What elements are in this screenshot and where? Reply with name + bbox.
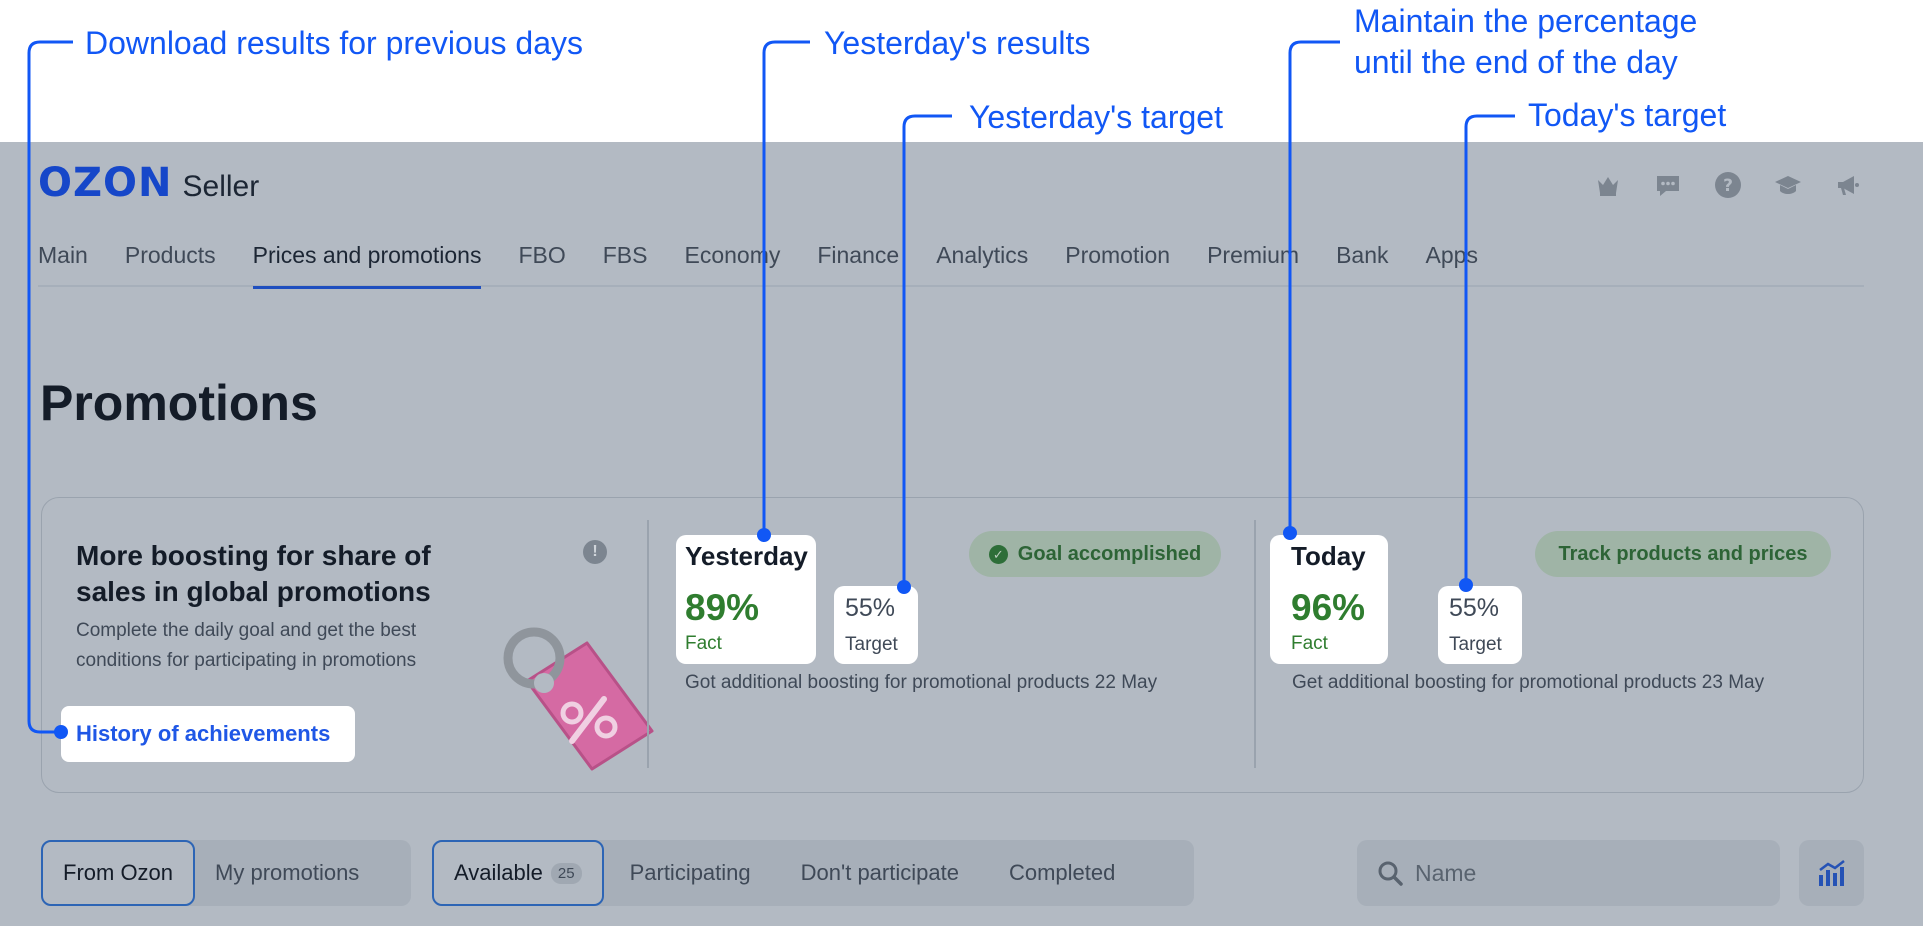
today-target-value: 55%	[1449, 594, 1500, 622]
bar-chart-icon	[1818, 860, 1845, 886]
track-products-button[interactable]: Track products and prices	[1535, 531, 1831, 577]
analytics-chart-button[interactable]	[1799, 840, 1864, 906]
logo-product: Seller	[182, 170, 260, 203]
nav-item-products[interactable]: Products	[124, 242, 216, 268]
today-title: Today	[1291, 541, 1366, 571]
header-icons: ?	[1593, 170, 1863, 200]
yesterday-target-value: 55%	[845, 594, 896, 622]
tab-from-ozon[interactable]: From Ozon	[41, 840, 196, 906]
goal-status-text: Goal accomplished	[1017, 542, 1202, 565]
card-divider-left	[647, 520, 649, 768]
today-fact-box: Today 96% Fact	[1270, 535, 1388, 664]
tab-my-promotions[interactable]: My promotions	[215, 860, 360, 885]
seller-screenshot: OZON Seller ? Main Products Prices and p…	[0, 142, 1923, 926]
source-tabs: From Ozon My promotions	[41, 840, 411, 906]
tab-dont-participate[interactable]: Don't participate	[800, 860, 959, 885]
today-target-label: Target	[1449, 634, 1502, 655]
nav-item-fbo[interactable]: FBO	[518, 242, 566, 268]
nav-item-bank[interactable]: Bank	[1336, 242, 1389, 268]
ozon-seller-logo[interactable]: OZON Seller	[38, 160, 259, 206]
yesterday-target-label: Target	[845, 634, 898, 655]
yesterday-note: Got additional boosting for promotional …	[685, 672, 1158, 693]
nav-item-promotion[interactable]: Promotion	[1065, 242, 1171, 268]
announcement-icon[interactable]	[1833, 170, 1863, 200]
annotation-maintain-line2: until the end of the day	[1354, 44, 1678, 80]
education-icon[interactable]	[1773, 170, 1803, 200]
tab-available-label: Available	[454, 860, 543, 885]
nav-item-prices-and-promotions[interactable]: Prices and promotions	[252, 242, 481, 289]
annotation-today-target: Today's target	[1528, 97, 1727, 133]
page-title: Promotions	[40, 375, 318, 431]
info-icon[interactable]: !	[583, 540, 607, 564]
nav-item-apps[interactable]: Apps	[1425, 242, 1478, 268]
annotation-yesterday-results: Yesterday's results	[824, 25, 1091, 61]
nav-item-finance[interactable]: Finance	[817, 242, 900, 268]
nav-item-fbs[interactable]: FBS	[602, 242, 648, 268]
tab-available[interactable]: Available 25	[432, 840, 604, 906]
boost-card-description: Complete the daily goal and get the best…	[76, 620, 417, 671]
goal-accomplished-badge: ✓ Goal accomplished	[969, 531, 1221, 577]
help-icon[interactable]: ?	[1713, 170, 1743, 200]
nav-item-economy[interactable]: Economy	[684, 242, 781, 268]
search-input[interactable]	[1415, 859, 1755, 887]
today-note: Get additional boosting for promotional …	[1292, 672, 1765, 693]
yesterday-title: Yesterday	[685, 541, 808, 571]
search-box	[1357, 840, 1780, 906]
boost-card: More boosting for share of sales in glob…	[41, 497, 1864, 793]
search-icon	[1378, 861, 1403, 886]
status-tabs: Available 25 Participating Don't partici…	[432, 840, 1194, 906]
svg-text:?: ?	[1723, 176, 1733, 196]
price-tag-illustration	[503, 627, 654, 771]
crown-icon[interactable]	[1593, 170, 1623, 200]
annotation-maintain-line1: Maintain the percentage	[1354, 3, 1698, 39]
today-fact-value: 96%	[1291, 587, 1366, 628]
tab-participating[interactable]: Participating	[629, 860, 751, 885]
history-of-achievements-link[interactable]: History of achievements	[61, 706, 355, 762]
yesterday-fact-value: 89%	[685, 587, 760, 628]
today-target-box: 55% Target	[1438, 586, 1522, 664]
annotation-download-results: Download results for previous days	[85, 25, 584, 61]
tab-completed[interactable]: Completed	[1008, 860, 1116, 885]
card-divider-right	[1254, 520, 1256, 768]
nav-item-main[interactable]: Main	[38, 242, 88, 268]
available-count-badge: 25	[550, 862, 582, 884]
yesterday-target-box: 55% Target	[834, 586, 918, 664]
yesterday-fact-box: Yesterday 89% Fact	[676, 535, 816, 664]
logo-brand: OZON	[38, 160, 173, 206]
main-nav: Main Products Prices and promotions FBO …	[38, 242, 1864, 289]
check-circle-icon: ✓	[988, 544, 1008, 564]
nav-item-premium[interactable]: Premium	[1207, 242, 1300, 268]
annotation-yesterday-target: Yesterday's target	[969, 99, 1223, 135]
nav-item-analytics[interactable]: Analytics	[936, 242, 1029, 268]
today-fact-label: Fact	[1291, 633, 1328, 654]
boost-card-heading: More boosting for share of sales in glob…	[76, 540, 431, 607]
yesterday-fact-label: Fact	[685, 633, 722, 654]
chat-icon[interactable]	[1653, 170, 1683, 200]
